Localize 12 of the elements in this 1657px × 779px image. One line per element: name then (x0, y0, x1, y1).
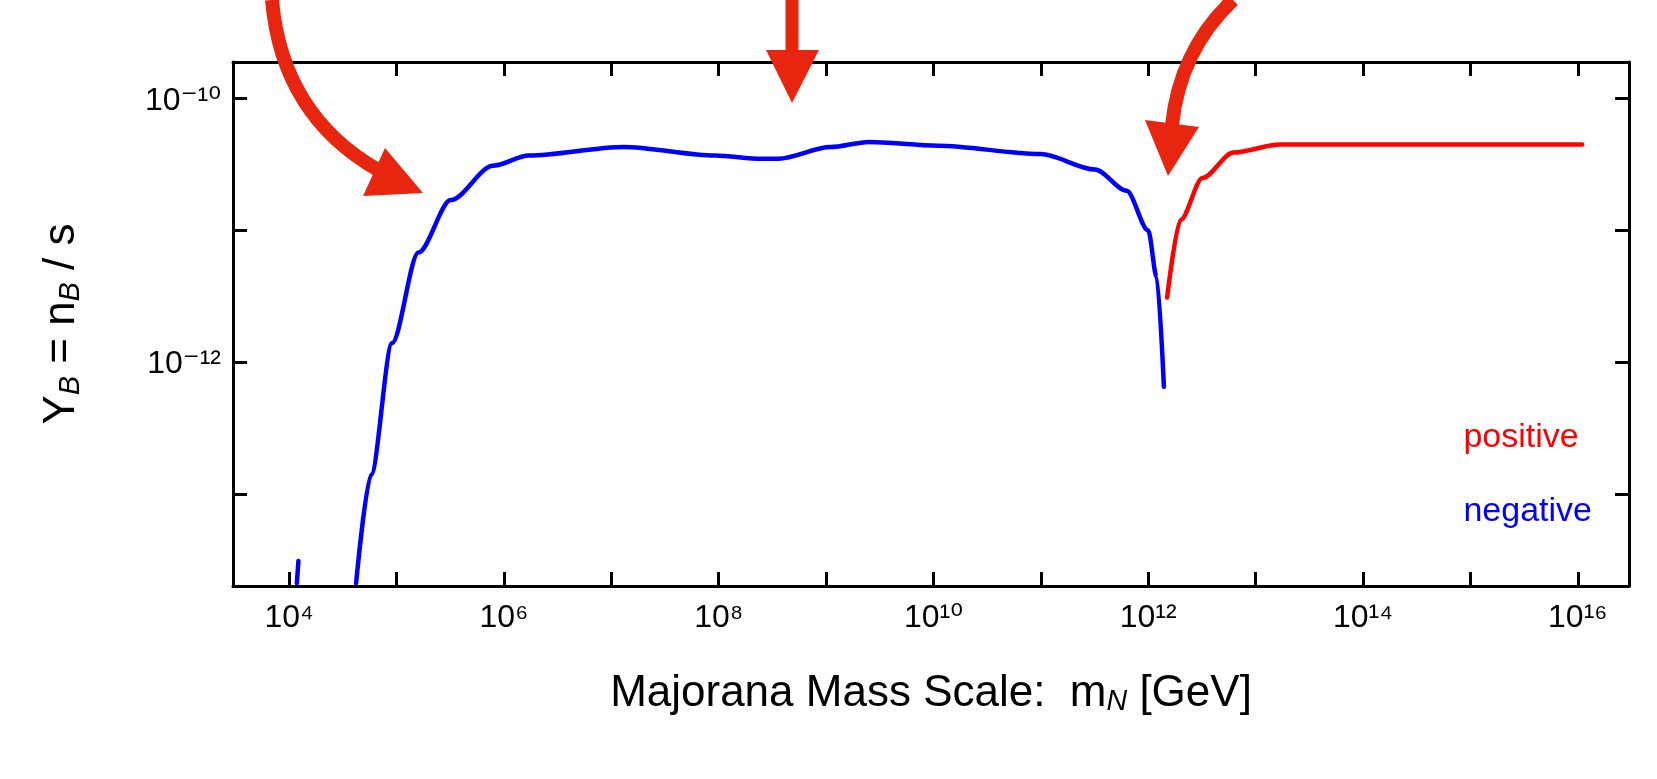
text: positive (1463, 416, 1579, 454)
x-tick-label: 10⁴ (264, 598, 314, 634)
text: negative (1463, 490, 1592, 528)
x-tick-label: 10⁸ (694, 598, 744, 634)
y-tick-label: 10⁻¹² (147, 344, 222, 381)
x-tick-label: 10⁶ (479, 598, 529, 634)
y-axis-title: YB = nB / s (34, 223, 85, 425)
x-tick-label: 10¹⁶ (1548, 598, 1608, 634)
y-tick-label: 10⁻¹⁰ (145, 80, 221, 117)
x-tick-label: 10¹² (1119, 598, 1178, 634)
x-tick-label: 10¹⁴ (1333, 598, 1393, 634)
x-tick-label: 10¹⁰ (903, 598, 963, 634)
